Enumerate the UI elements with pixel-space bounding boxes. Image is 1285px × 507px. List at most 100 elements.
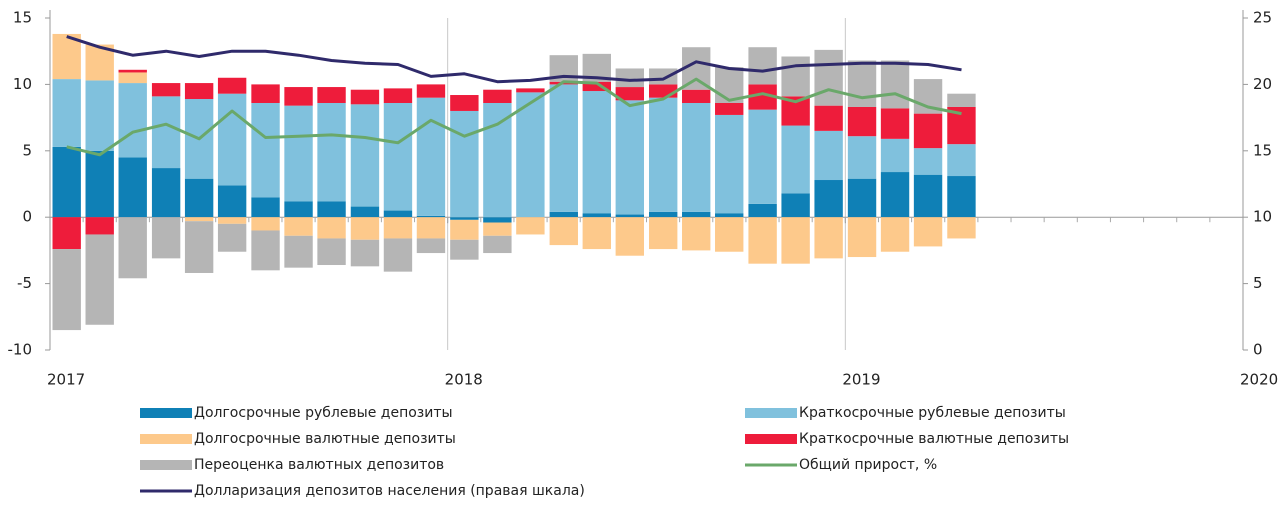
y-tick-label: -5 bbox=[17, 274, 32, 292]
bar-segment bbox=[615, 68, 644, 88]
bar-segment bbox=[880, 217, 910, 252]
bar-segment bbox=[880, 108, 910, 139]
bar-segment bbox=[350, 104, 380, 207]
bar-segment bbox=[184, 83, 214, 100]
bar-segment bbox=[516, 92, 545, 218]
bar-segment bbox=[549, 217, 578, 246]
y-tick-label: 10 bbox=[13, 75, 32, 93]
bar-segment bbox=[251, 197, 280, 218]
legend-label: Долгосрочные рублевые депозиты bbox=[194, 405, 453, 421]
bar-segment bbox=[416, 97, 446, 216]
bar-segment bbox=[317, 217, 346, 239]
bar-segment bbox=[52, 33, 81, 80]
bar-segment bbox=[682, 47, 711, 90]
line-series bbox=[66, 77, 962, 157]
bar-segment bbox=[118, 72, 147, 84]
x-tick-label: 2019 bbox=[842, 371, 880, 389]
legend-label: Краткосрочные валютные депозиты bbox=[799, 431, 1069, 447]
bar-segment bbox=[416, 238, 446, 254]
legend-swatch bbox=[140, 408, 192, 418]
bar-segment bbox=[483, 222, 512, 236]
bar-segment bbox=[52, 146, 81, 218]
bar-segment bbox=[118, 69, 147, 73]
bar-segment bbox=[317, 238, 346, 266]
bar-segment bbox=[118, 83, 147, 158]
bar-segment bbox=[814, 180, 843, 218]
bar-segment bbox=[615, 100, 644, 215]
bar-segment bbox=[350, 217, 380, 240]
bar-segment bbox=[781, 193, 810, 218]
bar-segment bbox=[814, 130, 843, 181]
bar-segment bbox=[450, 110, 479, 218]
bar-segment bbox=[913, 174, 943, 218]
y2-tick-label: 5 bbox=[1253, 274, 1263, 292]
bar-segment bbox=[52, 217, 81, 250]
legend-label: Общий прирост, % bbox=[799, 457, 937, 473]
bar-segment bbox=[814, 49, 843, 106]
bar-segment bbox=[416, 217, 446, 239]
legend-label: Переоценка валютных депозитов bbox=[194, 457, 444, 473]
bar-segment bbox=[947, 144, 976, 177]
bar-segment bbox=[649, 97, 678, 212]
bar-segment bbox=[85, 217, 114, 235]
bar-segment bbox=[217, 223, 247, 252]
bar-segment bbox=[649, 211, 678, 218]
bar-segment bbox=[715, 213, 744, 218]
bar-segment bbox=[217, 185, 247, 218]
bar-segment bbox=[483, 235, 512, 254]
y-tick-label: 5 bbox=[22, 141, 32, 159]
bar-segment bbox=[151, 83, 181, 97]
bar-segment bbox=[184, 221, 214, 273]
bar-segment bbox=[549, 211, 578, 218]
bar-segment bbox=[317, 102, 346, 202]
bar-segment bbox=[284, 87, 313, 106]
bar-segment bbox=[350, 239, 380, 267]
bar-segment bbox=[284, 217, 313, 236]
y2-tick-label: 20 bbox=[1253, 75, 1272, 93]
y-tick-label: 15 bbox=[13, 9, 32, 27]
bar-segment bbox=[483, 89, 512, 103]
bar-segment bbox=[781, 56, 810, 97]
bar-segment bbox=[85, 80, 114, 151]
bar-segment bbox=[847, 60, 877, 107]
legend-label: Долларизация депозитов населения (правая… bbox=[194, 483, 585, 499]
bar-segment bbox=[251, 102, 280, 198]
bar-segment bbox=[947, 93, 976, 107]
bar-segment bbox=[649, 217, 678, 250]
bar-segment bbox=[913, 148, 943, 175]
bar-segment bbox=[450, 219, 479, 240]
bar-segment bbox=[615, 217, 644, 256]
bar-segment bbox=[516, 88, 545, 93]
bar-segment bbox=[913, 217, 943, 247]
legend-label: Долгосрочные валютные депозиты bbox=[194, 431, 456, 447]
bar-segment bbox=[615, 214, 644, 218]
bar-segment bbox=[748, 203, 777, 218]
bar-segment bbox=[947, 217, 976, 239]
bar-segment bbox=[450, 239, 479, 260]
bar-segment bbox=[582, 91, 611, 214]
bar-segment bbox=[317, 87, 346, 103]
bar-segment bbox=[317, 201, 346, 218]
bar-segment bbox=[748, 109, 777, 204]
y2-tick-label: 15 bbox=[1253, 141, 1272, 159]
bar-segment bbox=[516, 217, 545, 235]
bar-segment bbox=[847, 136, 877, 179]
bar-segment bbox=[582, 217, 611, 250]
bar-segment bbox=[151, 168, 181, 218]
bar-segment bbox=[682, 102, 711, 212]
bar-segment bbox=[383, 88, 413, 103]
bar-segment bbox=[880, 60, 910, 109]
bar-segment bbox=[217, 217, 247, 224]
bar-segment bbox=[416, 84, 446, 98]
bar-segment bbox=[350, 89, 380, 105]
bar-segment bbox=[682, 211, 711, 218]
y2-tick-label: 25 bbox=[1253, 9, 1272, 27]
bar-segment bbox=[781, 217, 810, 264]
bar-segment bbox=[52, 79, 81, 147]
bar-segment bbox=[814, 217, 843, 259]
bar-segment bbox=[715, 114, 744, 214]
legend-swatch bbox=[745, 408, 797, 418]
bar-segment bbox=[913, 113, 943, 149]
bar-segment bbox=[649, 68, 678, 85]
bar-segment bbox=[847, 106, 877, 137]
